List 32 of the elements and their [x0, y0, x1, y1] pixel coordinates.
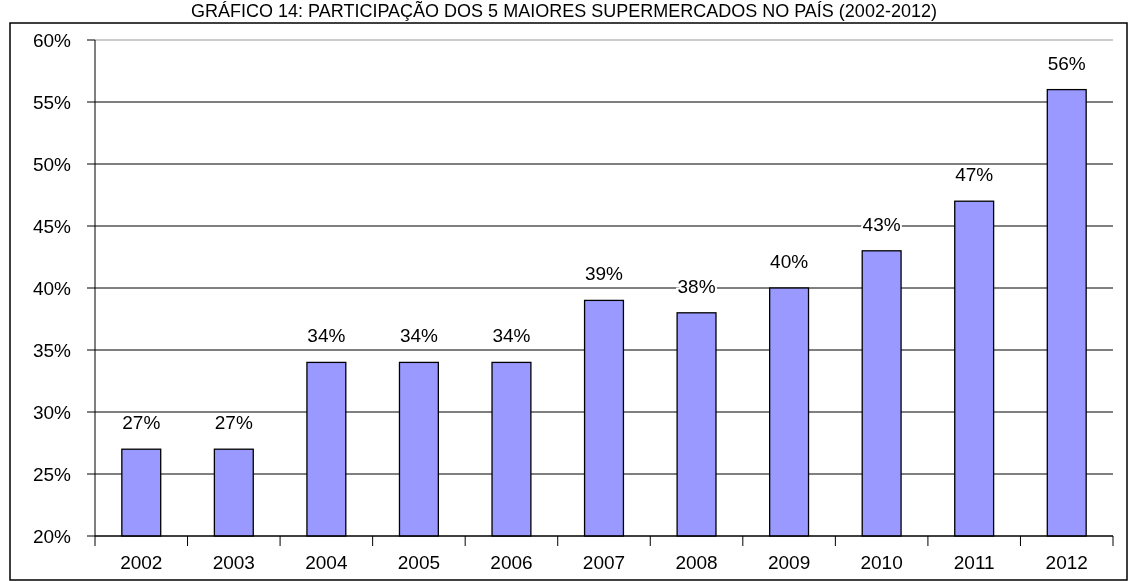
y-tick-label: 45% [32, 215, 72, 237]
x-tick-label: 2011 [953, 552, 995, 573]
y-tick-label: 20% [32, 525, 72, 547]
data-label: 34% [492, 325, 531, 347]
data-label: 39% [584, 263, 624, 285]
x-tick-label: 2004 [305, 552, 348, 573]
data-label: 34% [307, 325, 346, 347]
y-tick-label: 40% [32, 277, 72, 299]
data-label: 38% [677, 275, 716, 297]
x-tick-label: 2005 [397, 552, 441, 573]
data-label: 34% [399, 325, 439, 347]
y-tick-label: 50% [32, 153, 72, 175]
data-label: 27% [122, 412, 161, 434]
y-tick-label: 30% [32, 401, 72, 423]
chart-title: GRÁFICO 14: PARTICIPAÇÃO DOS 5 MAIORES SUPERMERCADOS NO PAÍS (2002-2012) [191, 0, 937, 21]
x-tick-label: 2010 [860, 552, 903, 573]
data-label: 27% [214, 412, 253, 434]
y-tick-label: 35% [32, 339, 72, 361]
data-label: 43% [862, 213, 901, 235]
x-tick-label: 2002 [120, 552, 163, 573]
x-tick-label: 2007 [582, 552, 626, 573]
y-tick-label: 60% [32, 29, 72, 51]
x-tick-label: 2006 [490, 552, 533, 573]
x-tick-label: 2008 [675, 552, 718, 573]
data-label: 56% [1047, 52, 1086, 74]
x-tick-label: 2003 [212, 552, 255, 573]
data-label: 47% [955, 164, 994, 186]
x-tick-label: 2009 [767, 552, 811, 573]
data-label: 40% [770, 251, 809, 272]
y-tick-label: 25% [32, 463, 72, 485]
x-tick-label: 2012 [1045, 552, 1088, 573]
y-tick-label: 55% [32, 91, 72, 113]
